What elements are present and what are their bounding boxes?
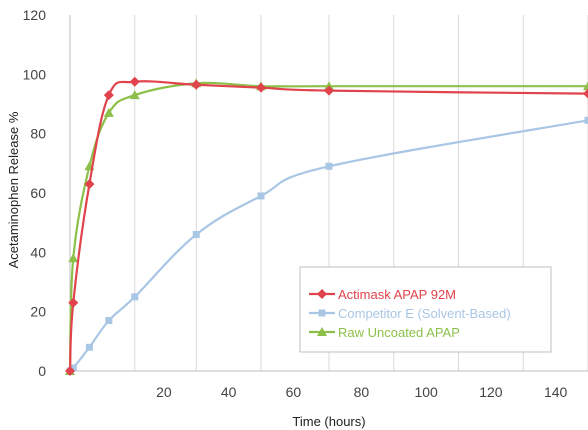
legend-swatch-marker — [317, 289, 327, 299]
legend-label: Raw Uncoated APAP — [338, 325, 460, 340]
data-point — [256, 82, 267, 93]
legend-box — [299, 266, 552, 353]
legend-swatch-marker — [317, 327, 327, 336]
data-point — [68, 253, 79, 263]
y-axis-title: Acetaminophen Release % — [6, 111, 21, 268]
y-tick-labels: 0 20 40 60 80 100 120 — [23, 7, 47, 379]
x-tick-label: 120 — [479, 384, 503, 400]
x-tick-label: 140 — [544, 384, 568, 400]
series-line-1 — [69, 119, 588, 373]
data-point — [65, 366, 75, 376]
data-point — [85, 343, 93, 351]
data-point — [324, 85, 334, 96]
legend-label: Competitor E (Solvent-Based) — [338, 306, 511, 321]
data-point — [583, 81, 588, 91]
data-point — [69, 364, 77, 372]
data-point — [84, 179, 95, 190]
y-tick-label: 40 — [30, 244, 46, 260]
data-point — [103, 90, 114, 101]
data-point — [192, 231, 200, 239]
data-point — [129, 76, 140, 87]
y-tick-label: 60 — [30, 185, 46, 201]
data-point — [129, 90, 140, 100]
legend-label: Actimask APAP 92M — [338, 287, 456, 302]
data-point — [105, 317, 113, 325]
y-tick-label: 80 — [30, 126, 46, 142]
data-point — [103, 107, 114, 117]
data-point — [257, 192, 265, 200]
y-tick-label: 120 — [23, 7, 47, 23]
data-point — [131, 293, 139, 301]
series-line-0 — [68, 80, 588, 372]
data-point — [584, 116, 588, 124]
y-tick-label: 0 — [38, 363, 46, 379]
y-tick-label: 100 — [23, 66, 47, 82]
series-line-2 — [68, 81, 588, 372]
x-tick-label: 40 — [221, 384, 237, 400]
x-tick-labels: 20 40 60 80 100 120 140 — [156, 384, 567, 400]
series-lines — [65, 76, 588, 376]
data-point — [68, 297, 79, 308]
data-point — [191, 79, 202, 90]
data-point — [325, 162, 333, 170]
legend: Actimask APAP 92M Competitor E (Solvent-B… — [299, 266, 552, 353]
x-tick-label: 60 — [286, 384, 302, 400]
x-axis-title: Time (hours) — [292, 414, 365, 429]
data-point — [583, 88, 588, 99]
y-tick-label: 20 — [30, 304, 46, 320]
legend-swatch-marker — [318, 309, 326, 317]
x-tick-label: 100 — [414, 384, 438, 400]
x-tick-label: 80 — [354, 384, 370, 400]
x-tick-label: 20 — [156, 384, 172, 400]
